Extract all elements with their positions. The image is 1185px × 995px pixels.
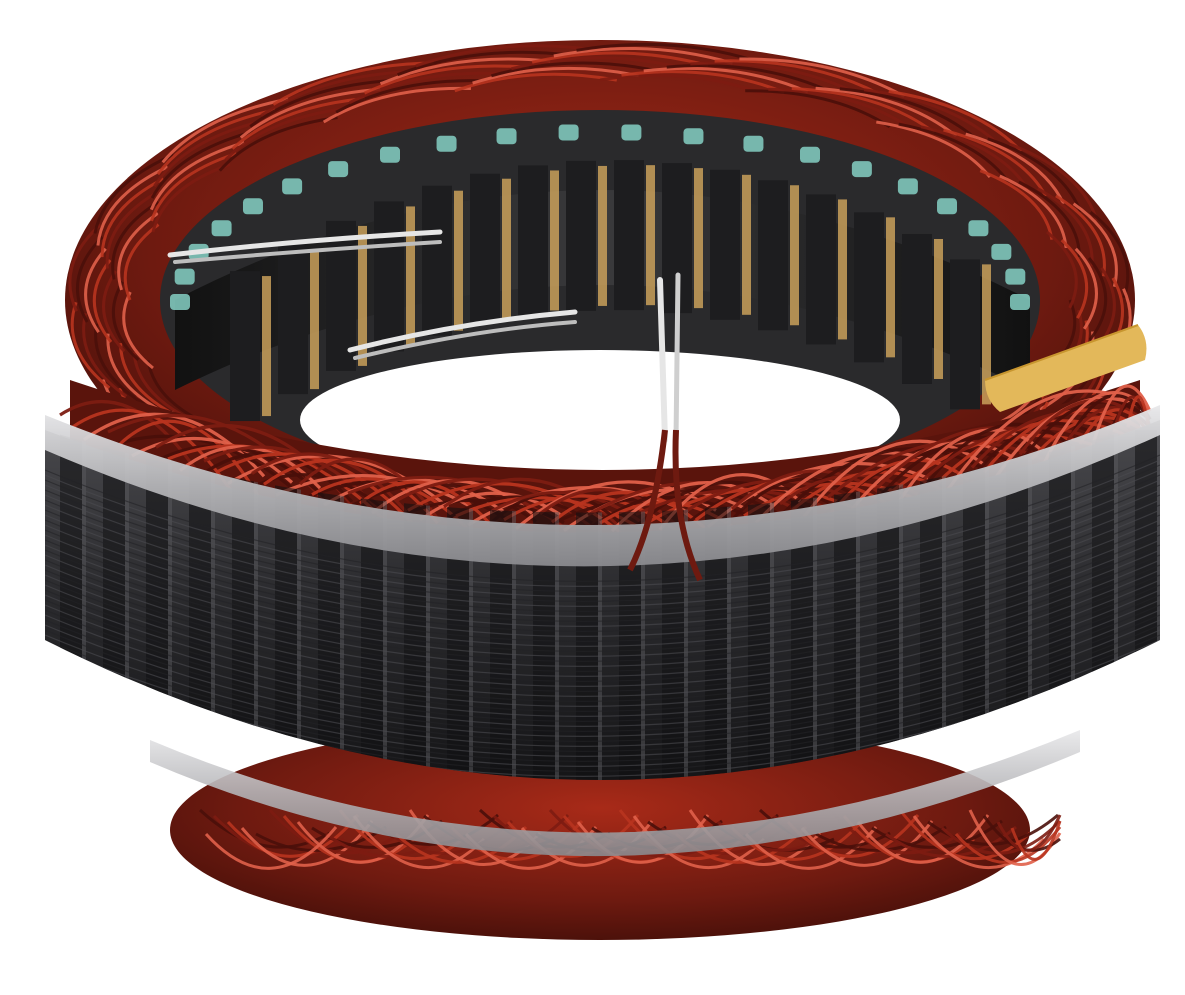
bore-opening: [300, 350, 900, 490]
lower-silver-band: [150, 730, 1080, 857]
inner-bore: [160, 110, 1040, 490]
upper-silver-band: [45, 405, 1160, 567]
output-leads: [167, 229, 703, 582]
insulation-sleeve: [984, 324, 1147, 412]
